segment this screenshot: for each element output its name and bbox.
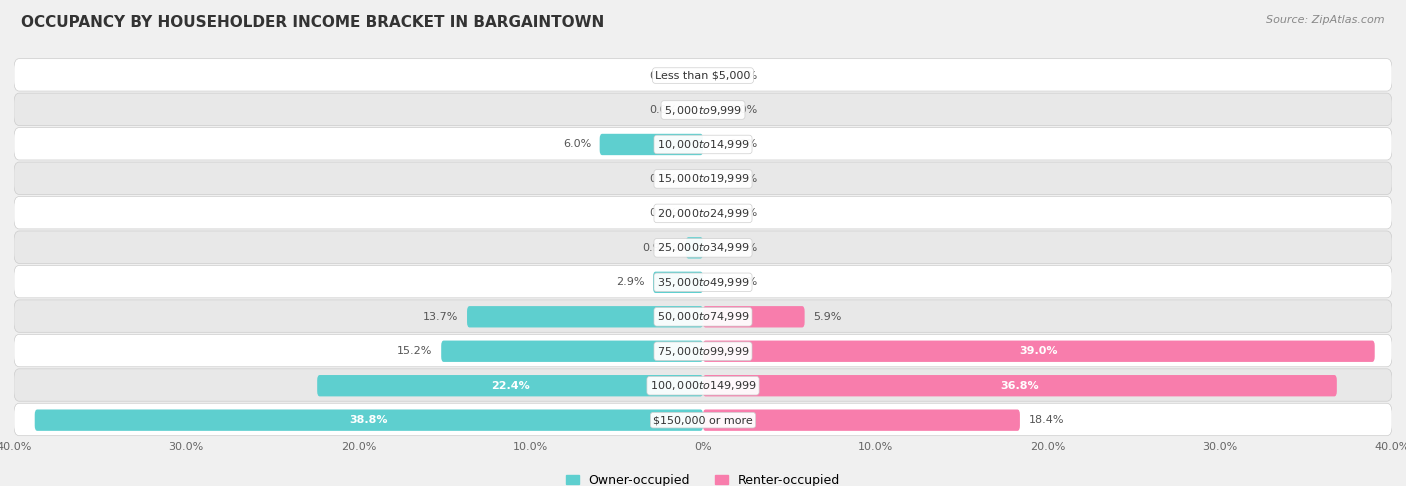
- Text: 0.0%: 0.0%: [650, 208, 678, 218]
- Text: 0.0%: 0.0%: [728, 174, 756, 184]
- Text: $20,000 to $24,999: $20,000 to $24,999: [657, 207, 749, 220]
- Text: $75,000 to $99,999: $75,000 to $99,999: [657, 345, 749, 358]
- FancyBboxPatch shape: [14, 196, 1392, 229]
- Text: $5,000 to $9,999: $5,000 to $9,999: [664, 104, 742, 117]
- Text: $25,000 to $34,999: $25,000 to $34,999: [657, 242, 749, 254]
- Text: 0.99%: 0.99%: [641, 243, 678, 253]
- Text: 0.0%: 0.0%: [728, 105, 756, 115]
- Text: $35,000 to $49,999: $35,000 to $49,999: [657, 276, 749, 289]
- Text: 13.7%: 13.7%: [423, 312, 458, 322]
- Text: 39.0%: 39.0%: [1019, 346, 1059, 356]
- Text: 38.8%: 38.8%: [350, 415, 388, 425]
- Text: Less than $5,000: Less than $5,000: [655, 70, 751, 81]
- FancyBboxPatch shape: [14, 128, 1392, 160]
- Text: 2.9%: 2.9%: [616, 278, 644, 287]
- Text: $100,000 to $149,999: $100,000 to $149,999: [650, 379, 756, 392]
- FancyBboxPatch shape: [686, 237, 703, 259]
- FancyBboxPatch shape: [441, 341, 703, 362]
- FancyBboxPatch shape: [14, 93, 1392, 125]
- Text: 0.0%: 0.0%: [650, 70, 678, 81]
- FancyBboxPatch shape: [14, 231, 1392, 263]
- Text: 6.0%: 6.0%: [562, 139, 591, 150]
- FancyBboxPatch shape: [703, 410, 1019, 431]
- Legend: Owner-occupied, Renter-occupied: Owner-occupied, Renter-occupied: [561, 469, 845, 486]
- FancyBboxPatch shape: [14, 369, 1392, 401]
- Text: 0.0%: 0.0%: [650, 105, 678, 115]
- Text: $10,000 to $14,999: $10,000 to $14,999: [657, 138, 749, 151]
- Text: OCCUPANCY BY HOUSEHOLDER INCOME BRACKET IN BARGAINTOWN: OCCUPANCY BY HOUSEHOLDER INCOME BRACKET …: [21, 15, 605, 30]
- FancyBboxPatch shape: [703, 341, 1375, 362]
- FancyBboxPatch shape: [652, 272, 703, 293]
- Text: $50,000 to $74,999: $50,000 to $74,999: [657, 310, 749, 323]
- Text: 0.0%: 0.0%: [728, 70, 756, 81]
- FancyBboxPatch shape: [14, 265, 1392, 298]
- FancyBboxPatch shape: [14, 59, 1392, 91]
- FancyBboxPatch shape: [35, 410, 703, 431]
- Text: 0.0%: 0.0%: [728, 278, 756, 287]
- Text: 22.4%: 22.4%: [491, 381, 530, 391]
- FancyBboxPatch shape: [14, 300, 1392, 332]
- Text: Source: ZipAtlas.com: Source: ZipAtlas.com: [1267, 15, 1385, 25]
- Text: 36.8%: 36.8%: [1001, 381, 1039, 391]
- FancyBboxPatch shape: [14, 403, 1392, 435]
- Text: $150,000 or more: $150,000 or more: [654, 415, 752, 425]
- Text: $15,000 to $19,999: $15,000 to $19,999: [657, 173, 749, 186]
- Text: 15.2%: 15.2%: [398, 346, 433, 356]
- FancyBboxPatch shape: [467, 306, 703, 328]
- FancyBboxPatch shape: [599, 134, 703, 155]
- Text: 0.0%: 0.0%: [728, 208, 756, 218]
- FancyBboxPatch shape: [14, 334, 1392, 367]
- FancyBboxPatch shape: [318, 375, 703, 397]
- Text: 0.0%: 0.0%: [650, 174, 678, 184]
- FancyBboxPatch shape: [703, 306, 804, 328]
- Text: 18.4%: 18.4%: [1029, 415, 1064, 425]
- Text: 0.0%: 0.0%: [728, 139, 756, 150]
- FancyBboxPatch shape: [14, 162, 1392, 194]
- FancyBboxPatch shape: [703, 375, 1337, 397]
- Text: 5.9%: 5.9%: [813, 312, 842, 322]
- Text: 0.0%: 0.0%: [728, 243, 756, 253]
